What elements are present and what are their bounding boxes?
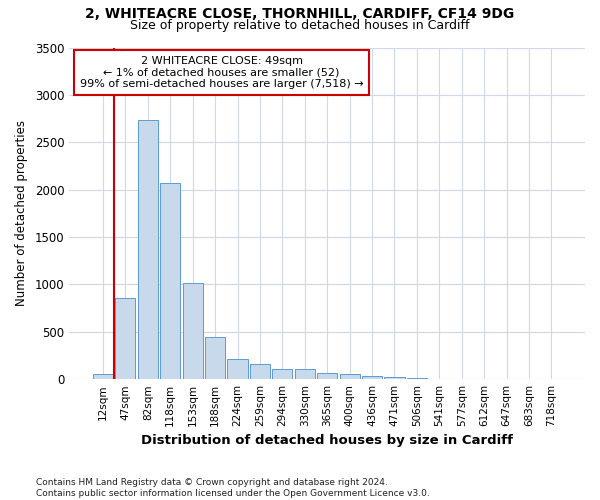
- Bar: [317, 373, 337, 379]
- Bar: [362, 376, 382, 379]
- Bar: [385, 377, 404, 379]
- Text: Size of property relative to detached houses in Cardiff: Size of property relative to detached ho…: [130, 18, 470, 32]
- Bar: [340, 374, 360, 379]
- Bar: [407, 378, 427, 379]
- Text: Contains HM Land Registry data © Crown copyright and database right 2024.
Contai: Contains HM Land Registry data © Crown c…: [36, 478, 430, 498]
- Bar: [182, 284, 203, 379]
- Bar: [272, 369, 292, 379]
- Bar: [295, 369, 315, 379]
- Bar: [205, 336, 225, 379]
- Y-axis label: Number of detached properties: Number of detached properties: [15, 120, 28, 306]
- Bar: [160, 183, 181, 379]
- Bar: [250, 364, 270, 379]
- Bar: [115, 298, 136, 379]
- X-axis label: Distribution of detached houses by size in Cardiff: Distribution of detached houses by size …: [141, 434, 513, 448]
- Bar: [93, 374, 113, 379]
- Text: 2, WHITEACRE CLOSE, THORNHILL, CARDIFF, CF14 9DG: 2, WHITEACRE CLOSE, THORNHILL, CARDIFF, …: [85, 8, 515, 22]
- Text: 2 WHITEACRE CLOSE: 49sqm
← 1% of detached houses are smaller (52)
99% of semi-de: 2 WHITEACRE CLOSE: 49sqm ← 1% of detache…: [80, 56, 364, 89]
- Bar: [138, 120, 158, 379]
- Bar: [227, 359, 248, 379]
